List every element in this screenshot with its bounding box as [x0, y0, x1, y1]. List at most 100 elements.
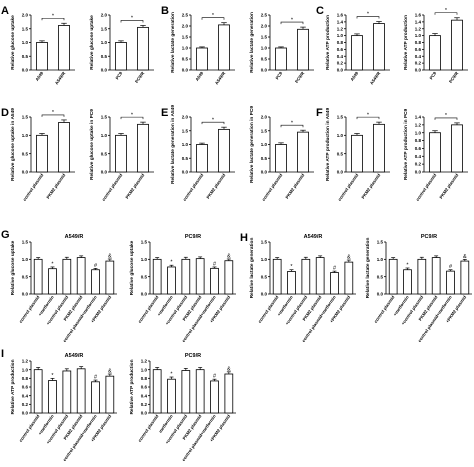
bar: [115, 134, 127, 173]
bar: [451, 124, 463, 173]
x-tick-label: control plasmid: [137, 294, 160, 323]
significance-mark: &: [227, 366, 231, 372]
y-tick-label: 0.0: [337, 170, 344, 175]
chart-panel-7: 0.0 0.5 1.0 1.5 Relative glucose uptake in P…: [89, 109, 154, 202]
y-tick-label: 1.4: [415, 19, 422, 24]
y-tick-label: 0.5: [101, 54, 108, 59]
y-tick-label: 0.2: [415, 162, 422, 167]
chart-title: PC9/R: [185, 353, 201, 359]
y-tick-label: 0.4: [415, 54, 422, 59]
x-tick-label: PC9/R: [294, 70, 306, 84]
bar: [351, 35, 363, 71]
panel-letter: I: [1, 348, 4, 360]
chart-title: A549/R: [304, 234, 323, 240]
panel-letter: E: [161, 107, 168, 119]
chart-panel-14: H A549/R 0.0 0.5 1.0 1.5 Relative lactate gene…: [240, 232, 356, 343]
significance-mark: *: [170, 260, 173, 266]
y-tick-label: 0.2: [415, 61, 422, 66]
significance-bracket: [120, 20, 144, 23]
y-tick-label: 0.0: [22, 68, 29, 73]
y-tick-label: 0.5: [261, 57, 268, 62]
bar: [275, 47, 287, 71]
y-tick-label: 1.2: [22, 359, 29, 364]
x-tick-label: PKM2 plasmid: [45, 172, 66, 199]
panel-letter: D: [1, 107, 9, 119]
y-tick-label: 0.0: [182, 68, 189, 73]
bar: [62, 370, 72, 414]
x-tick-label: PC9: [428, 70, 437, 80]
bar: [315, 257, 325, 295]
y-tick-label: 2.0: [261, 24, 268, 29]
panel-letter: H: [240, 232, 248, 244]
chart-title: A549/R: [65, 353, 84, 359]
y-tick-label: 1.0: [415, 33, 422, 38]
y-axis-label: Relative lactate generation: [170, 12, 176, 73]
y-tick-label: 1.5: [22, 115, 29, 120]
y-tick-label: 1.5: [182, 35, 189, 40]
bar: [195, 369, 205, 414]
bar: [137, 123, 149, 173]
y-tick-label: 1.6: [337, 13, 344, 18]
y-tick-label: 0.4: [415, 154, 422, 159]
y-tick-label: 2.0: [182, 24, 189, 29]
y-axis-label: Relative ATP production: [403, 15, 409, 70]
significance-star: *: [291, 17, 294, 23]
x-tick-label: control plasmid: [22, 172, 45, 201]
bar: [224, 373, 234, 414]
significance-bracket: [356, 16, 380, 19]
panel-letter: B: [161, 5, 169, 17]
y-tick-label: 1.5: [182, 128, 189, 133]
y-tick-label: 1.0: [261, 142, 268, 147]
bar: [275, 144, 287, 173]
y-tick-label: 0.5: [182, 156, 189, 161]
y-tick-label: 1.4: [415, 115, 422, 120]
chart-panel-17: PC9/R 0.0 0.2 0.4 0.6 0.8 1.0 1.2 Relative ATP p…: [129, 353, 236, 462]
significance-star: *: [367, 112, 370, 118]
y-tick-label: 1.5: [141, 240, 148, 245]
bar: [196, 47, 208, 71]
y-tick-label: 1.0: [22, 257, 29, 262]
bar: [431, 257, 441, 295]
significance-mark: #: [94, 375, 98, 381]
y-tick-label: 0.0: [261, 170, 268, 175]
y-tick-label: 0.5: [182, 57, 189, 62]
y-tick-label: 1.5: [377, 240, 384, 245]
bar: [152, 369, 162, 414]
x-tick-label: PC9/R: [448, 70, 460, 84]
y-tick-label: 1.5: [101, 115, 108, 120]
y-tick-label: 0.5: [261, 156, 268, 161]
bar: [181, 258, 191, 295]
y-tick-label: 1.0: [101, 133, 108, 138]
bar: [301, 258, 311, 295]
y-tick-label: 0.5: [22, 54, 29, 59]
significance-bracket: [280, 21, 304, 25]
y-tick-label: 0.2: [22, 402, 29, 407]
x-tick-label: control plasmid: [182, 172, 205, 201]
significance-bracket: [41, 17, 65, 21]
y-tick-label: 1.0: [22, 40, 29, 45]
significance-star: *: [291, 120, 294, 126]
chart-panel-5: 0.0 0.2 0.4 0.6 0.8 1.0 1.2 1.41.6 Relative ATP …: [403, 8, 468, 84]
y-tick-label: 0.0: [337, 68, 344, 73]
y-tick-label: 1.0: [337, 33, 344, 38]
significance-mark: #: [213, 261, 217, 267]
chart-panel-9: 0.0 0.5 1.0 1.5 2.0 Relative lactate generati…: [249, 106, 314, 202]
chart-panel-12: G A549/R 0.0 0.5 1.0 1.5 Relative glucose upta…: [1, 229, 117, 343]
y-tick-label: 0.0: [22, 292, 29, 297]
y-tick-label: 0.0: [182, 170, 189, 175]
x-tick-label: PKM2 plasmid: [205, 172, 226, 199]
y-tick-label: 2.0: [22, 13, 29, 18]
y-tick-label: 0.8: [415, 138, 422, 143]
chart-panel-10: F 0.0 0.5 1.0 1.5 Relative ATP production in …: [316, 107, 390, 202]
significance-bracket: [201, 17, 225, 20]
chart-panel-15: PC9/R 0.0 0.5 1.0 1.5 Relative lactate genera…: [365, 234, 472, 343]
chart-panel-11: 0.0 0.2 0.4 0.6 0.8 1.0 1.2 1.4 Relative ATP pro…: [403, 108, 468, 202]
x-tick-label: control plasmid: [137, 413, 160, 442]
panel-letter: A: [1, 5, 9, 17]
significance-mark: &: [227, 253, 231, 259]
significance-mark: *: [51, 261, 54, 267]
y-tick-label: 0.5: [141, 274, 148, 279]
bar: [351, 134, 363, 173]
bar: [167, 378, 176, 414]
x-tick-label: A549: [34, 70, 44, 82]
